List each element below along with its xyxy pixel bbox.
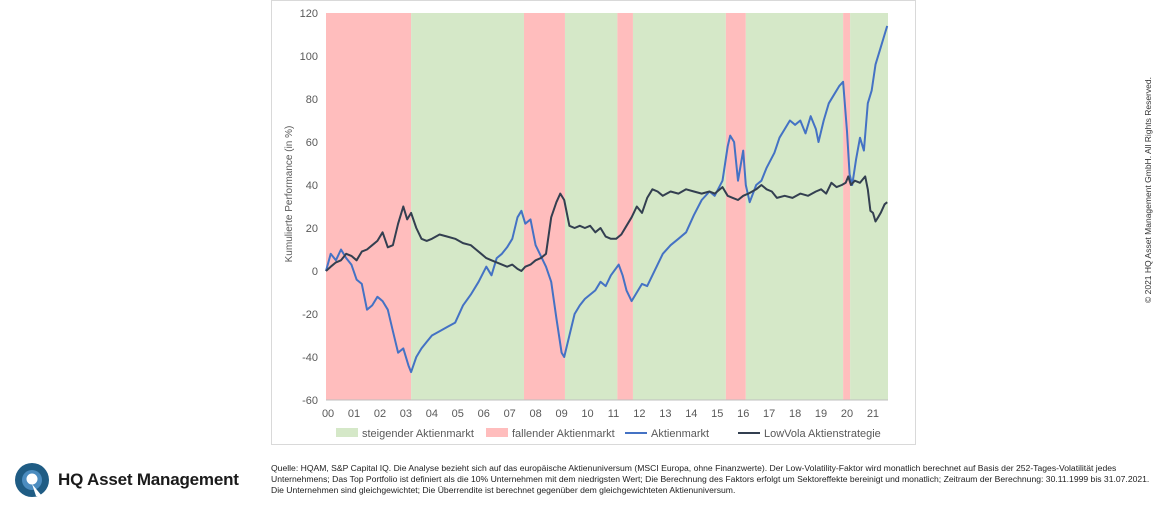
regime-band-fallend (326, 13, 412, 400)
regime-band-fallend (725, 13, 746, 400)
legend-label: steigender Aktienmarkt (362, 428, 474, 440)
x-tick-label: 14 (685, 408, 697, 420)
regime-band-fallend (523, 13, 565, 400)
x-tick-label: 18 (789, 408, 801, 420)
regime-bands (326, 13, 888, 400)
y-tick-label: 100 (300, 51, 318, 63)
logo-text: HQ Asset Management (58, 470, 239, 489)
legend-item: fallender Aktienmarkt (486, 428, 615, 440)
x-tick-label: 12 (633, 408, 645, 420)
x-tick-label: 17 (763, 408, 775, 420)
company-logo: HQ Asset Management (14, 462, 254, 498)
y-tick-label: 80 (306, 94, 318, 106)
series-lines (325, 25, 889, 374)
x-tick-labels: 00 01 02 03 04 05 06 07 08 09 10 11 12 13 14 15 16 17 18 19… (322, 408, 879, 420)
x-tick-label: 00 (322, 408, 334, 420)
x-tick-label: 10 (581, 408, 593, 420)
y-tick-label: 120 (300, 8, 318, 20)
x-tick-label: 08 (530, 408, 542, 420)
source-note: Quelle: HQAM, S&P Capital IQ. Die Analys… (271, 463, 1150, 496)
y-tick-label: 40 (306, 180, 318, 192)
regime-band-steigend (564, 13, 618, 400)
regime-band-fallend (843, 13, 851, 400)
x-tick-label: 15 (711, 408, 723, 420)
legend-item: LowVola Aktienstrategie (738, 428, 881, 440)
x-tick-label: 03 (400, 408, 412, 420)
x-tick-label: 16 (737, 408, 749, 420)
series-line-lowvola (325, 175, 888, 272)
chart-frame: -60 -40 -20 0 20 40 60 80 100 120 00 01 02 03 04 05 06 0… (271, 0, 916, 445)
x-tick-label: 06 (478, 408, 490, 420)
series-line-aktienmarkt (325, 25, 889, 374)
x-tick-label: 04 (426, 408, 438, 420)
legend-item: Aktienmarkt (625, 428, 709, 440)
legend-label: LowVola Aktienstrategie (764, 428, 881, 440)
x-tick-label: 11 (608, 408, 619, 420)
x-tick-label: 21 (867, 408, 879, 420)
y-tick-labels: -60 -40 -20 0 20 40 60 80 100 120 (300, 8, 318, 407)
y-tick-label: 60 (306, 137, 318, 149)
regime-band-steigend (411, 13, 524, 400)
y-tick-label: -20 (302, 309, 318, 321)
x-tick-label: 02 (374, 408, 386, 420)
legend-label: fallender Aktienmarkt (512, 428, 615, 440)
x-tick-label: 05 (452, 408, 464, 420)
x-tick-label: 07 (504, 408, 516, 420)
legend: steigender Aktienmarkt fallender Aktienma… (336, 428, 881, 440)
y-axis-label: Kumulierte Performance (in %) (284, 126, 295, 263)
y-tick-label: 0 (312, 266, 318, 278)
regime-band-fallend (617, 13, 633, 400)
legend-swatch (486, 428, 508, 437)
x-tick-label: 01 (348, 408, 360, 420)
y-tick-label: 20 (306, 223, 318, 235)
y-tick-label: -60 (302, 395, 318, 407)
y-tick-label: -40 (302, 352, 318, 364)
legend-label: Aktienmarkt (651, 428, 709, 440)
x-tick-label: 09 (555, 408, 567, 420)
copyright-text: © 2021 HQ Asset Management GmbH. All Rig… (1143, 77, 1153, 303)
x-tick-label: 13 (659, 408, 671, 420)
legend-item: steigender Aktienmarkt (336, 428, 474, 440)
regime-band-steigend (632, 13, 726, 400)
legend-swatch (336, 428, 358, 437)
copyright-notice: © 2021 HQ Asset Management GmbH. All Rig… (1143, 45, 1155, 305)
x-tick-label: 19 (815, 408, 827, 420)
hq-logo-icon (15, 463, 49, 497)
x-tick-label: 20 (841, 408, 853, 420)
regime-band-steigend (745, 13, 844, 400)
